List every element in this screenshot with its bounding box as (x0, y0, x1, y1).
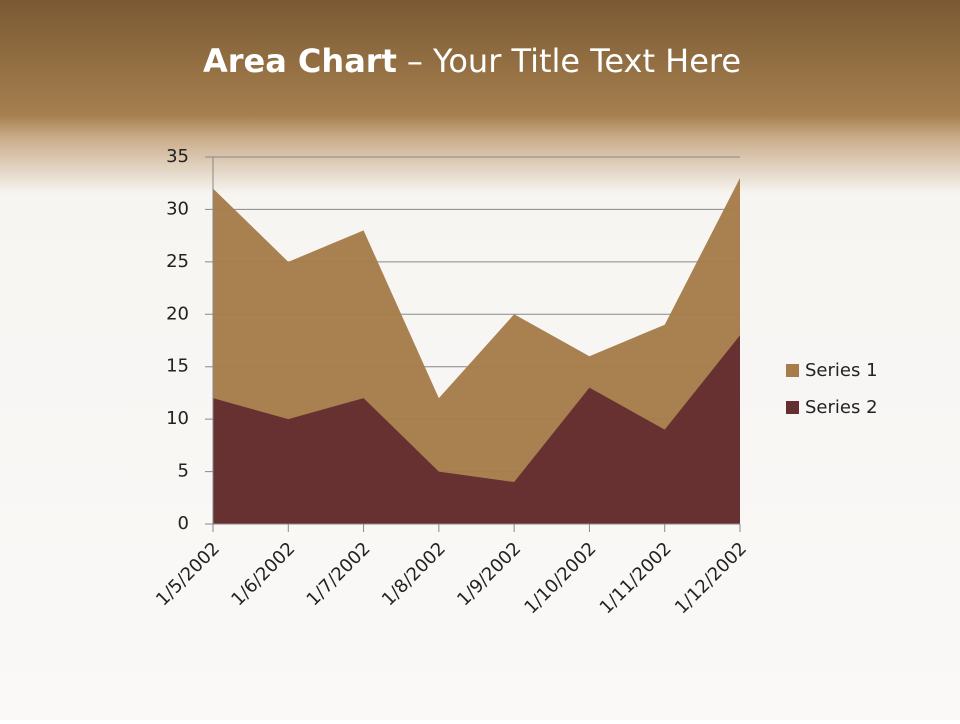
y-tick-label: 25 (166, 251, 189, 272)
legend-swatch (786, 401, 799, 414)
legend-label: Series 2 (805, 397, 878, 418)
slide-title: Area Chart – Your Title Text Here (203, 42, 741, 80)
area (213, 335, 740, 524)
y-tick-label: 20 (166, 303, 189, 324)
title-rest: – Your Title Text Here (407, 42, 741, 80)
y-tick-label: 5 (178, 461, 189, 482)
y-tick-label: 15 (166, 356, 189, 377)
y-tick-label: 10 (166, 408, 189, 429)
y-tick-label: 35 (166, 146, 189, 167)
legend-label: Series 1 (805, 360, 878, 381)
legend-swatch (786, 364, 799, 377)
title-bold: Area Chart (203, 42, 397, 80)
y-tick-label: 30 (166, 198, 189, 219)
y-tick-label: 0 (178, 513, 189, 534)
